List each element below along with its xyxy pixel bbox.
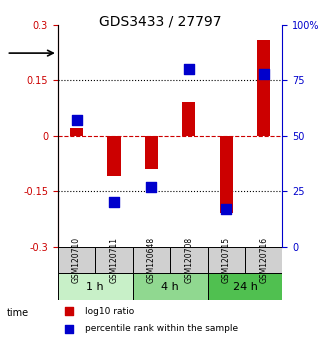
Text: GSM120648: GSM120648 [147, 237, 156, 283]
Point [66, 326, 72, 331]
FancyBboxPatch shape [208, 247, 245, 273]
Bar [108, 136, 120, 176]
Text: 1 h: 1 h [86, 281, 104, 292]
Bar [257, 40, 270, 136]
Text: 4 h: 4 h [161, 281, 179, 292]
Text: GSM120708: GSM120708 [184, 237, 193, 283]
Bar [70, 128, 83, 136]
Text: GSM120715: GSM120715 [222, 237, 231, 283]
FancyBboxPatch shape [58, 247, 95, 273]
Point [261, 71, 266, 76]
Text: 24 h: 24 h [233, 281, 257, 292]
Bar [220, 136, 233, 213]
Point [66, 308, 72, 314]
Text: GSM120710: GSM120710 [72, 237, 81, 283]
Text: GSM120711: GSM120711 [109, 237, 118, 283]
FancyBboxPatch shape [58, 273, 133, 300]
FancyBboxPatch shape [133, 273, 208, 300]
Text: GSM120716: GSM120716 [259, 237, 268, 283]
FancyBboxPatch shape [208, 273, 282, 300]
Point [186, 66, 191, 72]
Point [224, 206, 229, 212]
Text: log10 ratio: log10 ratio [85, 307, 134, 315]
FancyBboxPatch shape [245, 247, 282, 273]
FancyBboxPatch shape [95, 247, 133, 273]
Point [111, 199, 117, 205]
Bar [182, 102, 195, 136]
FancyBboxPatch shape [133, 247, 170, 273]
Point [74, 118, 79, 123]
Point [149, 184, 154, 190]
Text: time: time [6, 308, 29, 318]
Text: percentile rank within the sample: percentile rank within the sample [85, 324, 238, 333]
Bar [145, 136, 158, 169]
Text: GDS3433 / 27797: GDS3433 / 27797 [99, 14, 222, 28]
FancyBboxPatch shape [170, 247, 208, 273]
